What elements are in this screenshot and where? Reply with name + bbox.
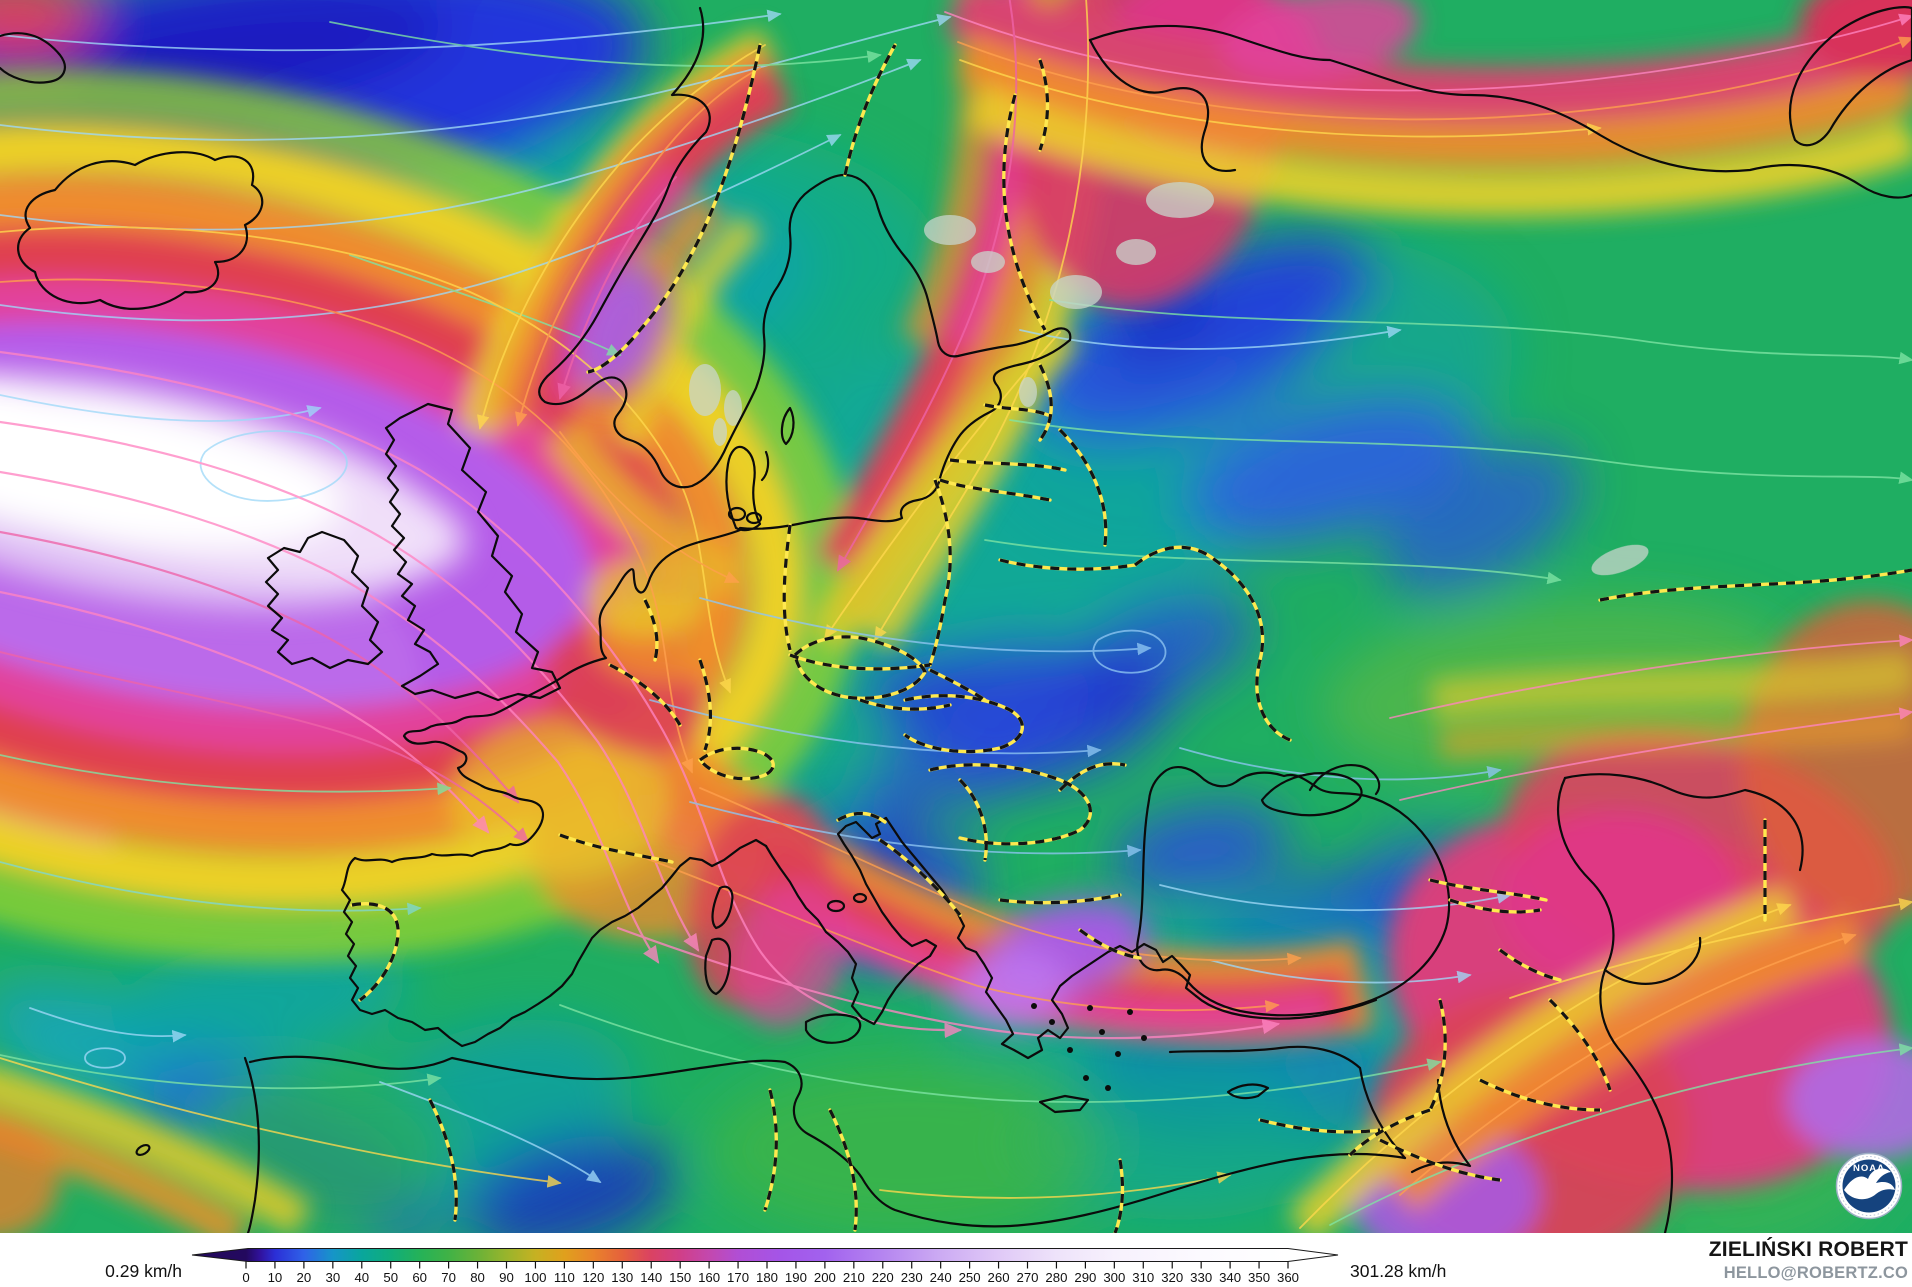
- coastlines: [0, 6, 1912, 1233]
- svg-text:350: 350: [1248, 1270, 1270, 1285]
- wind-map[interactable]: NOAA: [0, 0, 1912, 1233]
- svg-text:360: 360: [1277, 1270, 1299, 1285]
- svg-text:260: 260: [988, 1270, 1010, 1285]
- svg-text:280: 280: [1045, 1270, 1067, 1285]
- svg-text:150: 150: [669, 1270, 691, 1285]
- svg-text:120: 120: [582, 1270, 604, 1285]
- lakes: [689, 182, 1649, 576]
- svg-text:320: 320: [1161, 1270, 1183, 1285]
- svg-text:190: 190: [785, 1270, 807, 1285]
- svg-text:80: 80: [470, 1270, 485, 1285]
- svg-text:240: 240: [930, 1270, 952, 1285]
- svg-text:40: 40: [354, 1270, 369, 1285]
- svg-text:340: 340: [1219, 1270, 1241, 1285]
- svg-text:170: 170: [727, 1270, 749, 1285]
- svg-text:50: 50: [383, 1270, 398, 1285]
- svg-text:300: 300: [1103, 1270, 1125, 1285]
- attribution: ZIELIŃSKI ROBERT HELLO@ROBERTZ.CO: [1709, 1233, 1908, 1282]
- svg-text:290: 290: [1074, 1270, 1096, 1285]
- legend-colorbar: [191, 1248, 1339, 1262]
- svg-text:90: 90: [499, 1270, 514, 1285]
- svg-text:220: 220: [872, 1270, 894, 1285]
- attribution-name: ZIELIŃSKI ROBERT: [1708, 1238, 1908, 1261]
- svg-text:100: 100: [524, 1270, 546, 1285]
- svg-text:230: 230: [901, 1270, 923, 1285]
- legend-bar: 0.29 km/h 0 10 20 30 40 50 60 70 80 90 100 110 120 13…: [0, 1233, 1912, 1287]
- svg-text:210: 210: [843, 1270, 865, 1285]
- svg-text:70: 70: [441, 1270, 456, 1285]
- svg-text:180: 180: [756, 1270, 778, 1285]
- svg-text:250: 250: [959, 1270, 981, 1285]
- svg-text:270: 270: [1016, 1270, 1038, 1285]
- noaa-logo-label: NOAA: [1853, 1163, 1885, 1174]
- legend-min-label: 0.29 km/h: [105, 1261, 182, 1281]
- svg-text:200: 200: [814, 1270, 836, 1285]
- wind-heatmap-canvas: [0, 0, 1912, 1233]
- attribution-email: HELLO@ROBERTZ.CO: [1723, 1264, 1908, 1282]
- legend-max-label: 301.28 km/h: [1350, 1261, 1446, 1281]
- svg-text:330: 330: [1190, 1270, 1212, 1285]
- svg-text:30: 30: [325, 1270, 340, 1285]
- svg-text:10: 10: [268, 1270, 283, 1285]
- noaa-logo-icon: NOAA: [1835, 1152, 1903, 1220]
- svg-text:110: 110: [554, 1270, 575, 1285]
- wind-streamlines: [0, 0, 1912, 1229]
- svg-text:160: 160: [698, 1270, 720, 1285]
- svg-text:60: 60: [412, 1270, 427, 1285]
- svg-text:130: 130: [611, 1270, 633, 1285]
- svg-text:310: 310: [1132, 1270, 1154, 1285]
- svg-text:0: 0: [242, 1270, 249, 1285]
- svg-text:20: 20: [297, 1270, 312, 1285]
- legend-ticks: 0 10 20 30 40 50 60 70 80 90 100 110 120 130 140 150 160…: [242, 1261, 1299, 1285]
- svg-text:140: 140: [640, 1270, 662, 1285]
